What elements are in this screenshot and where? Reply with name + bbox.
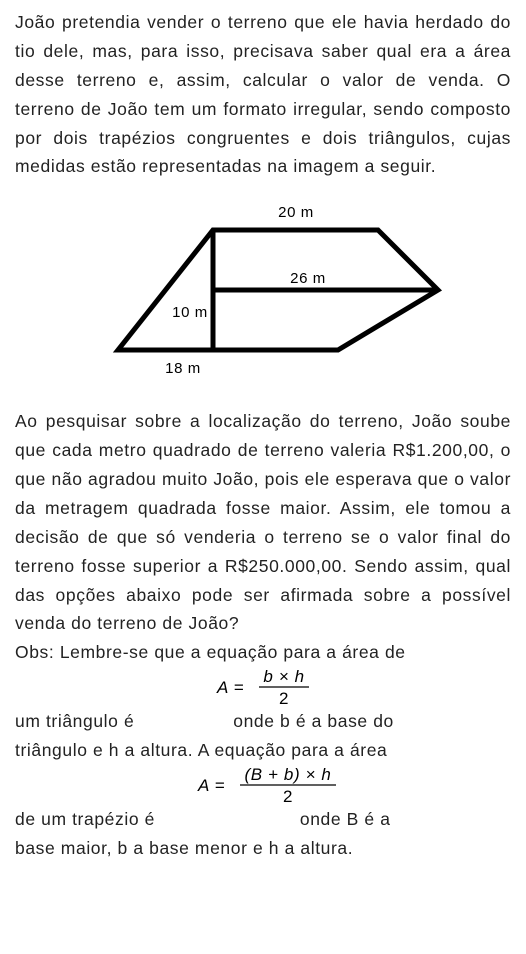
trap-left: de um trapézio é [15, 809, 155, 829]
svg-text:(B + b) × h: (B + b) × h [245, 765, 332, 784]
trapezoid-area-formula: A = (B + b) × h 2 [15, 763, 511, 807]
svg-text:b × h: b × h [263, 667, 304, 686]
trap-right: onde B é a [300, 809, 391, 829]
intro-paragraph: João pretendia vender o terreno que ele … [15, 8, 511, 181]
obs-line-5: base maior, b a base menor e h a altura. [15, 834, 511, 863]
tri-right: onde b é a base do [233, 711, 394, 731]
label-top: 20 m [278, 204, 314, 221]
label-bottom: 18 m [165, 360, 201, 377]
body-paragraph: Ao pesquisar sobre a localização do terr… [15, 407, 511, 638]
obs-line-2: um triângulo é onde b é a base do [15, 707, 511, 736]
triangle-area-formula: A = b × h 2 [15, 665, 511, 709]
obs-line-3: triângulo e h a altura. A equação para a… [15, 736, 511, 765]
obs-line-4: de um trapézio é onde B é a [15, 805, 511, 834]
terrain-diagram: 20 m 26 m 10 m 18 m [15, 195, 511, 385]
obs-line-1: Obs: Lembre-se que a equação para a área… [15, 638, 511, 667]
label-mid: 26 m [290, 270, 326, 287]
svg-text:2: 2 [283, 787, 293, 806]
svg-text:A =: A = [216, 678, 244, 697]
label-height: 10 m [172, 304, 208, 321]
svg-text:A =: A = [197, 776, 225, 795]
tri-left: um triângulo é [15, 711, 134, 731]
svg-text:2: 2 [279, 689, 289, 708]
